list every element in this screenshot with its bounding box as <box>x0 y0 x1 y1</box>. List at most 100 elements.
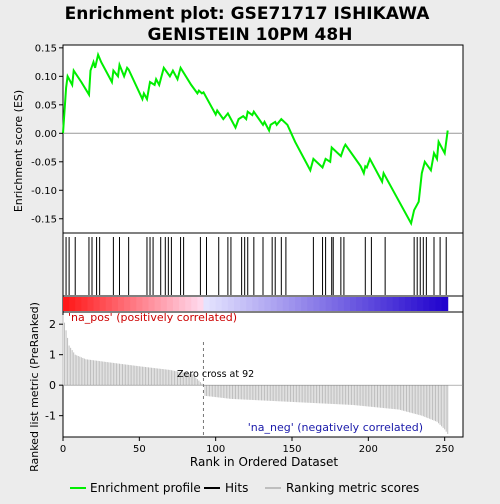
heat-cell-232 <box>417 297 424 311</box>
y-axis-title-es: Enrichment score (ES) <box>12 90 25 212</box>
heat-cell-224 <box>404 297 412 311</box>
heat-cell-128 <box>258 297 266 311</box>
heat-cell-112 <box>233 297 241 311</box>
heat-cell-72 <box>172 297 180 311</box>
chart-title-line2: GENISTEIN 10PM 48H <box>148 25 353 45</box>
metric-tick-label-1: 0 <box>49 379 56 392</box>
heat-cell-208 <box>380 297 388 311</box>
positive-label: 'na_pos' (positively correlated) <box>68 311 237 324</box>
heat-cell-28 <box>105 297 113 311</box>
es-tick-label-1: -0.10 <box>31 186 57 197</box>
heat-cell-168 <box>319 297 327 311</box>
heat-cell-24 <box>99 297 107 311</box>
legend-label-hits: Hits <box>225 481 248 495</box>
heat-cell-196 <box>362 297 369 311</box>
heat-cell-124 <box>252 297 259 311</box>
heat-cell-144 <box>282 297 290 311</box>
y-axis-title-metric: Ranked list metric (PreRanked) <box>28 302 41 472</box>
heat-cell-116 <box>240 297 247 311</box>
heat-cell-172 <box>325 297 333 311</box>
x-tick-label-1: 50 <box>133 444 146 455</box>
es-tick-label-3: 0.00 <box>35 129 57 140</box>
enrichment-profile-series <box>62 51 449 227</box>
heat-cell-48 <box>136 297 143 311</box>
heat-cell-100 <box>215 297 223 311</box>
heat-cell-64 <box>160 297 168 311</box>
heat-cell-104 <box>221 297 229 311</box>
heat-cell-152 <box>295 297 302 311</box>
heat-cell-204 <box>374 297 382 311</box>
heat-cell-120 <box>246 297 253 311</box>
heat-cell-200 <box>368 297 375 311</box>
chart-title-line1: Enrichment plot: GSE71717 ISHIKAWA <box>65 4 431 24</box>
heat-cell-44 <box>130 297 137 311</box>
metric-tick-label-3: 2 <box>49 318 56 331</box>
heat-cell-176 <box>331 297 339 311</box>
zero-cross-label: Zero cross at 92 <box>177 369 254 380</box>
heat-cell-184 <box>343 297 351 311</box>
heat-cell-4 <box>69 297 76 311</box>
heat-cell-140 <box>276 297 284 311</box>
heat-cell-36 <box>117 297 125 311</box>
heat-cell-0 <box>63 297 70 311</box>
es-tick-label-5: 0.10 <box>35 72 57 83</box>
heat-cell-192 <box>356 297 363 311</box>
metric-panel <box>62 311 464 438</box>
heat-cell-80 <box>185 297 192 311</box>
heat-cell-60 <box>154 297 162 311</box>
es-tick-label-4: 0.05 <box>35 100 57 111</box>
x-axis-title: Rank in Ordered Dataset <box>190 455 338 469</box>
heat-cell-56 <box>148 297 156 311</box>
heat-cell-40 <box>124 297 131 311</box>
x-tick-label-4: 200 <box>359 444 378 455</box>
heat-cell-20 <box>93 297 101 311</box>
heat-cell-212 <box>386 297 394 311</box>
x-tick-label-0: 0 <box>60 444 66 455</box>
x-tick-label-5: 250 <box>435 444 454 455</box>
heat-cell-248 <box>441 297 449 311</box>
es-tick-label-6: 0.15 <box>35 43 57 54</box>
ranking-metric-series <box>62 315 463 437</box>
hits-series <box>65 237 447 295</box>
heat-cell-188 <box>350 297 357 311</box>
enrichment-profile-line <box>62 51 449 227</box>
legend-label-metric: Ranking metric scores <box>286 481 419 495</box>
heat-cell-96 <box>209 297 217 311</box>
heat-cell-84 <box>191 297 198 311</box>
heat-cell-108 <box>227 297 235 311</box>
negative-label: 'na_neg' (negatively correlated) <box>248 421 423 434</box>
es-tick-label-2: -0.05 <box>31 157 57 168</box>
es-tick-label-0: -0.15 <box>31 214 57 225</box>
metric-tick-label-2: 1 <box>49 349 56 362</box>
heat-cell-244 <box>435 297 443 311</box>
heat-cell-12 <box>81 297 88 311</box>
heat-cell-16 <box>87 297 95 311</box>
x-tick-label-2: 100 <box>206 444 225 455</box>
es-panel <box>62 44 464 234</box>
heat-cell-68 <box>166 297 174 311</box>
axes: -0.15 -0.10 -0.05 0.00 0.05 0.10 0.15 -1 0 1 2 0 50 1… <box>31 43 454 455</box>
x-tick-label-3: 150 <box>282 444 301 455</box>
heat-cell-180 <box>337 297 345 311</box>
heat-cell-236 <box>423 297 430 311</box>
heat-cell-228 <box>411 297 418 311</box>
heat-cell-156 <box>301 297 308 311</box>
heat-cell-88 <box>197 297 204 311</box>
heat-cell-136 <box>270 297 278 311</box>
heat-cell-160 <box>307 297 314 311</box>
heat-cell-92 <box>203 297 211 311</box>
heat-cell-220 <box>398 297 406 311</box>
heat-cell-8 <box>75 297 82 311</box>
heat-cell-132 <box>264 297 272 311</box>
heat-cell-32 <box>111 297 119 311</box>
legend-label-enrichment: Enrichment profile <box>90 481 201 495</box>
heat-cell-240 <box>429 297 437 311</box>
legend: Enrichment profile Hits Ranking metric s… <box>70 481 419 495</box>
heat-cell-52 <box>142 297 149 311</box>
heat-cell-164 <box>313 297 320 311</box>
heat-cell-216 <box>392 297 400 311</box>
metric-tick-label-0: -1 <box>45 410 56 423</box>
heat-cell-76 <box>179 297 186 311</box>
